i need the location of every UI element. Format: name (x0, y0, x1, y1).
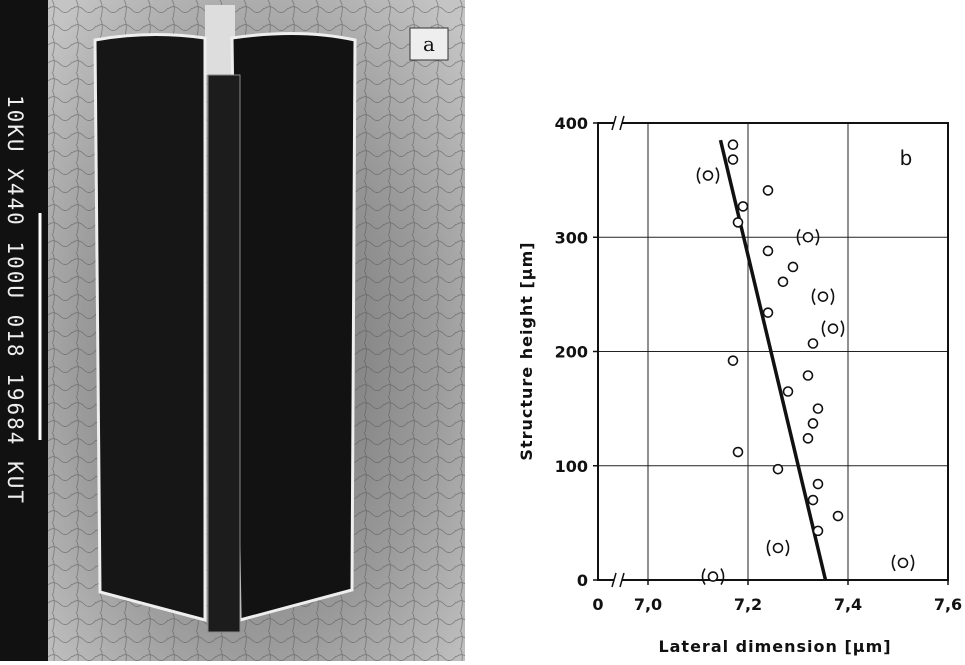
x-break-label: 0 (592, 595, 603, 614)
marker (762, 307, 774, 318)
data-point (782, 386, 794, 397)
marker (702, 170, 714, 181)
y-tick-label: 300 (555, 228, 588, 247)
x-tick-label: 7,2 (734, 595, 762, 614)
data-point (832, 510, 844, 522)
x-axis-label: Lateral dimension [µm] (658, 637, 891, 656)
data-point (762, 185, 774, 196)
marker (802, 433, 814, 444)
image-caption: 10KU X440 100U 018 19684 KUT (3, 95, 27, 505)
fit-line (718, 139, 828, 581)
data-point (807, 494, 819, 506)
sem-image: 10KU X440 100U 018 19684 KUT a (0, 0, 465, 661)
marker (897, 557, 909, 569)
axis-break-gap (614, 120, 622, 126)
y-tick-label: 100 (555, 457, 588, 476)
panel-label: b (900, 146, 913, 170)
data-point (732, 446, 744, 458)
central-gap (207, 74, 241, 633)
data-point (802, 370, 814, 381)
data-point (891, 554, 915, 572)
y-tick-label: 0 (577, 571, 588, 590)
marker (772, 463, 784, 475)
marker (802, 370, 814, 381)
data-point (811, 288, 835, 306)
marker (807, 494, 819, 506)
data-point (807, 418, 819, 429)
bracket (796, 228, 820, 246)
marker (727, 154, 739, 165)
bracket (811, 288, 835, 306)
x-tick-label: 7,4 (834, 595, 862, 614)
marker (817, 291, 829, 302)
marker (737, 201, 749, 212)
marker (802, 231, 814, 243)
axis-break (611, 115, 625, 131)
data-point (766, 539, 790, 557)
data-point (807, 338, 819, 349)
structure-left (93, 32, 207, 622)
marker (727, 355, 739, 366)
axis-break (611, 572, 625, 588)
bracket (696, 167, 720, 184)
marker (812, 478, 824, 490)
marker (762, 185, 774, 196)
structure-right (230, 31, 357, 622)
data-point (812, 403, 824, 414)
bracket (821, 320, 845, 338)
data-point (701, 568, 725, 585)
panel-label-box (409, 27, 449, 61)
data-point (796, 228, 820, 246)
data-point (727, 154, 739, 165)
x-tick-label: 7,6 (934, 595, 962, 614)
marker (732, 446, 744, 458)
marker (727, 139, 739, 151)
plot-frame (597, 122, 949, 581)
marker (777, 276, 789, 288)
marker (807, 418, 819, 429)
marker (707, 571, 719, 582)
bracket (766, 539, 790, 557)
marker (827, 323, 839, 334)
data-point (812, 525, 824, 537)
data-point (727, 355, 739, 366)
data-point (727, 139, 739, 151)
marker (782, 386, 794, 397)
data-point (787, 261, 799, 273)
marker (787, 261, 799, 273)
data-point (821, 320, 845, 338)
marker (832, 510, 844, 522)
y-tick-label: 400 (555, 114, 588, 133)
x-tick-label: 7,0 (634, 595, 662, 614)
data-point (772, 463, 784, 475)
marker (812, 403, 824, 414)
panel-label: a (423, 32, 435, 56)
data-point (777, 276, 789, 288)
bracket (701, 568, 725, 585)
data-point (762, 245, 774, 257)
data-point (812, 478, 824, 490)
pillar-top (205, 5, 235, 75)
bracket (891, 554, 915, 572)
axis-break-gap (614, 577, 622, 583)
data-point (696, 167, 720, 184)
marker (812, 525, 824, 537)
marker (762, 245, 774, 257)
y-axis-label: Structure height [µm] (517, 241, 536, 460)
data-point (802, 433, 814, 444)
marker (772, 542, 784, 554)
marker (807, 338, 819, 349)
data-point (762, 307, 774, 318)
data-point (737, 201, 749, 212)
data-point (732, 217, 744, 228)
y-tick-label: 200 (555, 343, 588, 362)
marker (732, 217, 744, 228)
chart: 0 100 200 300 400 7,0 7,2 7,4 7,6 0 b Lateral dimen… (517, 114, 962, 656)
